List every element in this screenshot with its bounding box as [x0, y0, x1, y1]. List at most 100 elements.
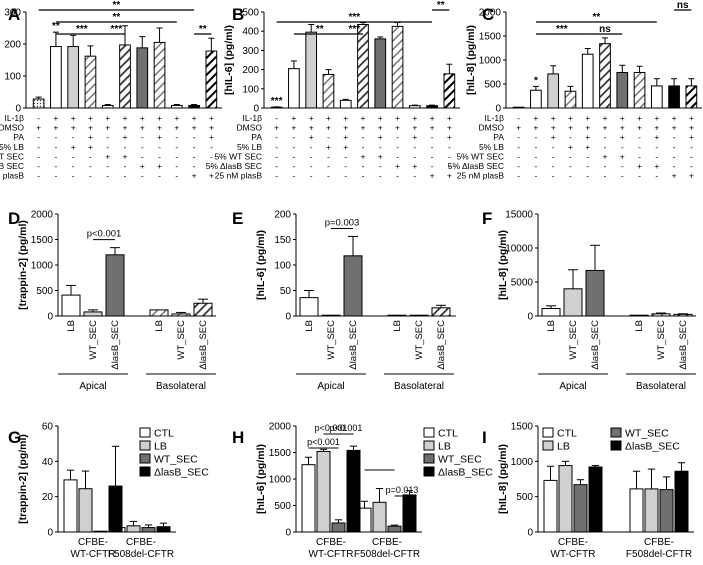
panel-a-condition-mark: -	[210, 151, 213, 161]
panel-b-condition-mark: +	[326, 123, 331, 133]
panel-b-condition-mark: +	[343, 123, 348, 133]
panel-g-group-label: CFBE-	[78, 537, 108, 548]
panel-a-y-tick-label: 200	[4, 40, 21, 51]
panel-c-bar	[564, 90, 577, 109]
panel-c-condition-mark: +	[654, 123, 659, 133]
panel-b-bracket-label: **	[316, 24, 324, 35]
panel-a-condition-mark: +	[105, 151, 110, 161]
panel-i-y-tick-label: 1000	[511, 457, 534, 468]
panel-c-y-axis-title: [hIL-8] (pg/ml)	[465, 25, 477, 95]
panel-b-bar	[374, 38, 387, 109]
panel-c-y-tick-label: 2000	[479, 8, 502, 19]
panel-a-condition-mark: +	[71, 123, 76, 133]
panel-a-condition-mark: -	[158, 142, 161, 152]
panel-e-x-tick-label: ΔlasB_SEC	[436, 320, 447, 370]
panel-b-condition-mark: -	[292, 132, 295, 142]
panel-a-condition-mark: -	[37, 161, 40, 171]
panel-a-condition-mark: +	[105, 123, 110, 133]
panel-h-y-tick-label: 1000	[269, 475, 292, 486]
panel-b-condition-mark: +	[395, 161, 400, 171]
panel-e-bar	[321, 314, 341, 317]
panel-a-bar	[153, 41, 166, 109]
panel-b-condition-mark: -	[448, 142, 451, 152]
panel-b-condition-mark: -	[396, 142, 399, 152]
panel-c-condition-mark: -	[534, 132, 537, 142]
panel-a-condition-mark: -	[141, 171, 144, 181]
panel-b-condition-mark: -	[327, 132, 330, 142]
panel-a-bar	[188, 104, 200, 109]
panel-a-condition-mark: -	[72, 132, 75, 142]
panel-b-condition-mark: -	[362, 132, 365, 142]
panel-c-bar	[547, 73, 560, 109]
panel-b-condition-mark: -	[292, 161, 295, 171]
panel-b-significance-star: ***	[271, 96, 283, 107]
panel-h-legend-label: ΔlasB_SEC	[438, 467, 493, 479]
panel-g-bar	[78, 488, 93, 533]
panel-a-bar	[84, 55, 97, 109]
panel-e-y-tick-label: 200	[274, 210, 291, 221]
panel-b-condition-mark: -	[379, 171, 382, 181]
panel-a-y-tick-label: 300	[4, 8, 21, 19]
panel-b-condition-mark: -	[379, 161, 382, 171]
panel-b-condition-mark: -	[275, 142, 278, 152]
panel-a-condition-mark: +	[209, 123, 214, 133]
panel-c-condition-mark: -	[673, 151, 676, 161]
panel-c-condition-mark: -	[534, 151, 537, 161]
panel-b-condition-mark: -	[292, 151, 295, 161]
panel-e-bar	[299, 297, 319, 317]
panel-a-bar	[101, 104, 114, 109]
panel-c-condition-mark: -	[569, 161, 572, 171]
panel-c-condition-label: PA	[493, 132, 504, 142]
panel-i-group-label: F508del-CFTR	[626, 549, 692, 560]
panel-b-bar	[408, 105, 421, 109]
panel-b-condition-mark: +	[430, 171, 435, 181]
panel-h-legend-label: LB	[438, 441, 451, 453]
panel-h-bar	[402, 494, 417, 533]
panel-a-condition-mark: -	[175, 151, 178, 161]
panel-b-condition-label: 5% WT SEC	[214, 151, 262, 161]
panel-h-group-label: F508del-CFTR	[354, 549, 420, 560]
panel-h-legend-label: CTL	[438, 428, 458, 440]
panel-h-bar	[387, 525, 402, 533]
panel-a-condition-mark: -	[175, 171, 178, 181]
panel-a-condition-mark: -	[124, 142, 127, 152]
panel-b-condition-mark: -	[327, 171, 330, 181]
panel-e-x-tick-label: LB	[304, 320, 315, 332]
panel-a-condition-label: 5% WT SEC	[0, 151, 24, 161]
panel-a-condition-mark: -	[54, 161, 57, 171]
panel-c-bar	[530, 89, 542, 109]
panel-g-bar	[63, 479, 78, 533]
panel-h-y-axis-title: [hIL-6] (pg/ml)	[255, 444, 267, 514]
panel-g-bar	[108, 485, 123, 533]
panel-c-condition-mark: +	[672, 171, 677, 181]
panel-b-condition-mark: -	[448, 151, 451, 161]
panel-i-bar	[573, 484, 588, 533]
panel-d-x-tick-label: WT_SEC	[88, 320, 99, 360]
panel-c-condition-mark: +	[585, 142, 590, 152]
panel-c-condition-mark: +	[603, 113, 608, 123]
panel-h-legend-swatch	[423, 453, 435, 464]
panel-b-condition-mark: +	[343, 142, 348, 152]
panel-b-y-tick-label: 100	[242, 84, 259, 95]
panel-c-y-tick-label: 500	[484, 80, 501, 91]
panel-c-condition-label: IL-1β	[484, 113, 504, 123]
panel-b-condition-mark: -	[310, 161, 313, 171]
panel-a-condition-mark: -	[54, 171, 57, 181]
panel-i-y-tick-label: 0	[527, 528, 533, 539]
panel-f-group-label: Apical	[559, 381, 586, 392]
panel-e-y-tick-label: 0	[285, 312, 291, 323]
panel-c-condition-mark: -	[604, 161, 607, 171]
panel-b-condition-mark: -	[310, 171, 313, 181]
panel-c-condition-mark: +	[585, 113, 590, 123]
panel-e-x-tick-label: WT_SEC	[414, 320, 425, 360]
panel-a-condition-mark: -	[141, 132, 144, 142]
panel-c-condition-mark: -	[586, 151, 589, 161]
panel-i-bar	[644, 488, 659, 533]
panel-a-condition-label: 5% LB	[0, 142, 24, 152]
panel-g-legend-label: ΔlasB_SEC	[154, 467, 209, 479]
panel-d-y-tick-label: 1000	[31, 261, 54, 272]
panel-d-x-tick-label: LB	[154, 320, 165, 332]
panel-a-condition-mark: +	[88, 132, 93, 142]
panel-h-letter: H	[232, 428, 244, 447]
panel-a-condition-mark: +	[157, 123, 162, 133]
